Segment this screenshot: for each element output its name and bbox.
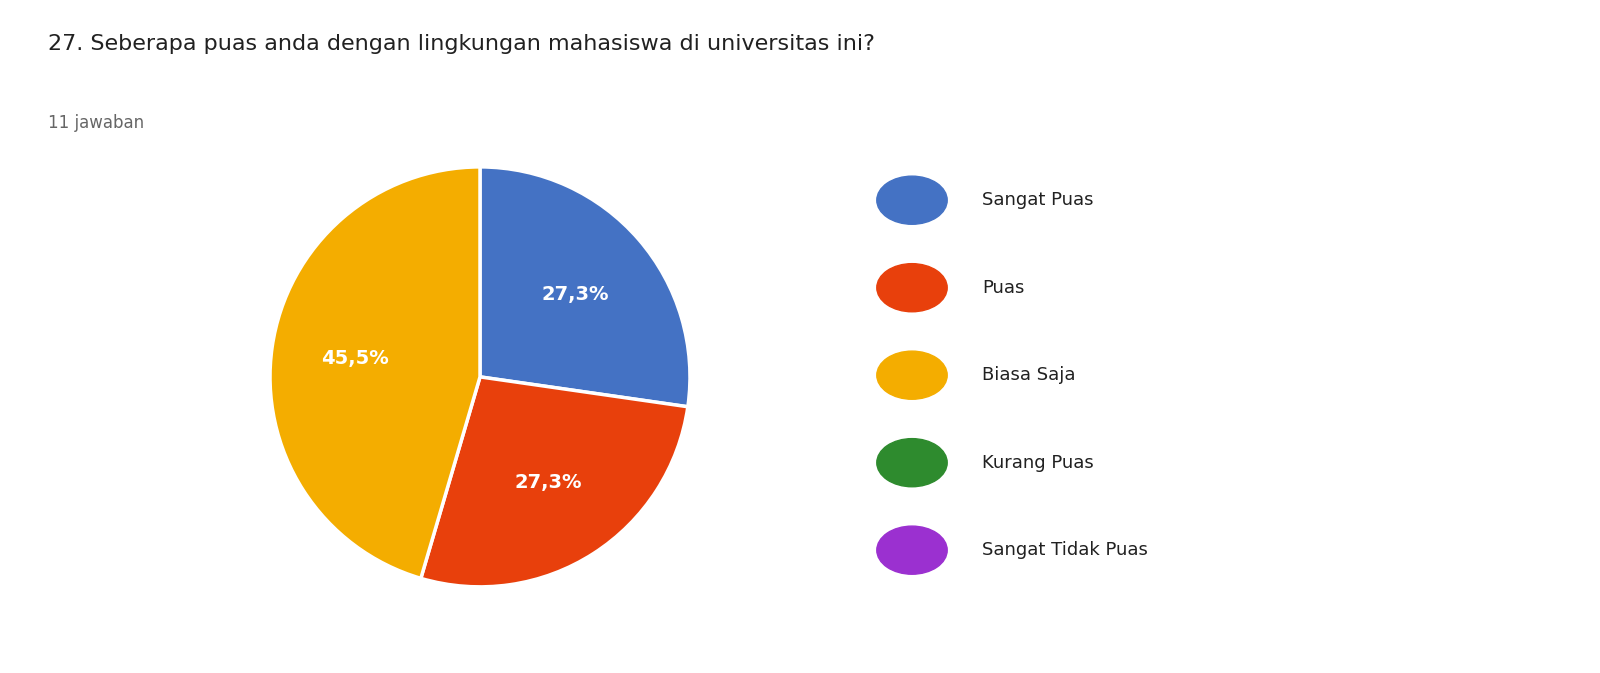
Circle shape [877, 439, 947, 487]
Text: 11 jawaban: 11 jawaban [48, 114, 144, 133]
Text: Sangat Puas: Sangat Puas [982, 191, 1094, 209]
Circle shape [877, 526, 947, 574]
Text: Kurang Puas: Kurang Puas [982, 454, 1094, 472]
Text: Sangat Tidak Puas: Sangat Tidak Puas [982, 541, 1149, 559]
Wedge shape [270, 167, 480, 578]
Wedge shape [480, 167, 690, 406]
Text: 27,3%: 27,3% [541, 285, 610, 304]
Circle shape [877, 351, 947, 399]
Circle shape [877, 264, 947, 312]
Wedge shape [421, 377, 688, 587]
Text: Puas: Puas [982, 279, 1024, 297]
Text: Biasa Saja: Biasa Saja [982, 366, 1075, 384]
Circle shape [877, 176, 947, 224]
Text: 27. Seberapa puas anda dengan lingkungan mahasiswa di universitas ini?: 27. Seberapa puas anda dengan lingkungan… [48, 34, 875, 54]
Text: 45,5%: 45,5% [322, 349, 389, 368]
Text: 27,3%: 27,3% [514, 473, 582, 493]
